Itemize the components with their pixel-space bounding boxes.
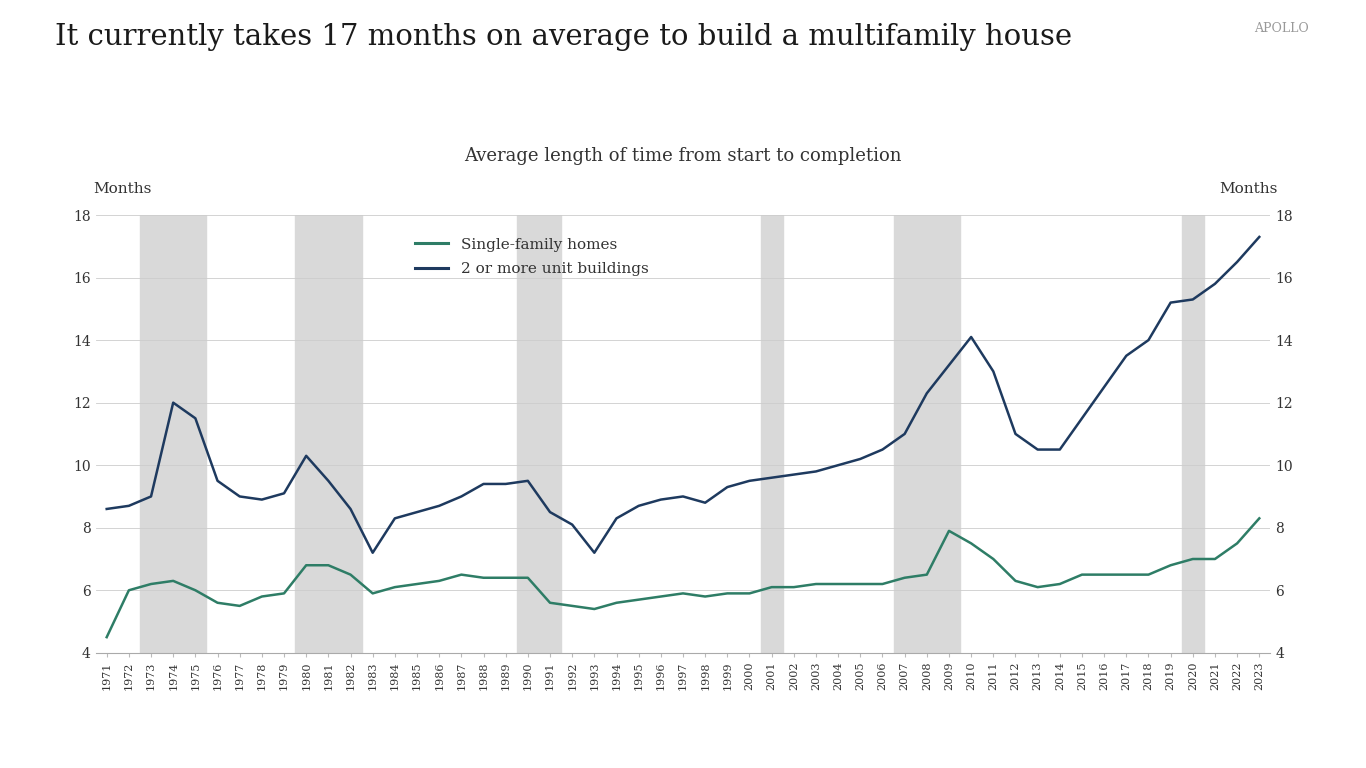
Single-family homes	[98, 633, 115, 642]
2 or more unit buildings	[98, 505, 115, 514]
Bar	[893, 215, 960, 653]
Single-family homes	[408, 579, 425, 588]
Single-family homes	[831, 579, 847, 588]
Line: Single-family homes: Single-family homes	[107, 518, 1259, 637]
2 or more unit buildings	[1007, 429, 1023, 439]
2 or more unit buildings	[852, 455, 869, 464]
Text: APOLLO: APOLLO	[1254, 22, 1309, 35]
Text: Months: Months	[93, 182, 152, 196]
Bar	[317, 215, 362, 653]
Bar	[295, 215, 317, 653]
2 or more unit buildings	[1141, 336, 1157, 345]
2 or more unit buildings	[1251, 232, 1268, 241]
Text: It currently takes 17 months on average to build a multifamily house: It currently takes 17 months on average …	[55, 23, 1072, 51]
Single-family homes	[985, 554, 1001, 564]
Bar	[516, 215, 561, 653]
Text: Months: Months	[1218, 182, 1277, 196]
Single-family homes	[1251, 514, 1268, 523]
2 or more unit buildings	[365, 548, 381, 558]
2 or more unit buildings	[807, 467, 824, 476]
Single-family homes	[1119, 570, 1135, 579]
2 or more unit buildings	[432, 502, 448, 511]
2 or more unit buildings	[785, 470, 802, 479]
Bar	[139, 215, 206, 653]
Single-family homes	[785, 582, 802, 591]
Text: Average length of time from start to completion: Average length of time from start to com…	[464, 147, 902, 165]
Legend: Single-family homes, 2 or more unit buildings: Single-family homes, 2 or more unit buil…	[408, 231, 654, 283]
Line: 2 or more unit buildings: 2 or more unit buildings	[107, 237, 1259, 553]
Bar	[761, 215, 783, 653]
Bar	[1182, 215, 1203, 653]
Single-family homes	[764, 582, 780, 591]
